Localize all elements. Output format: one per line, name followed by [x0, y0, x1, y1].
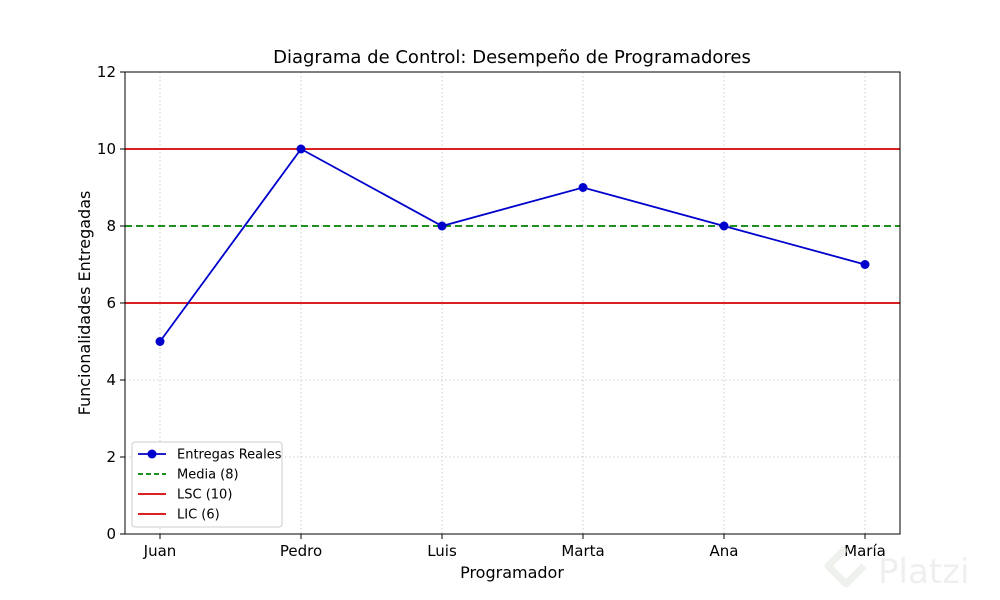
x-tick-label: Pedro: [280, 542, 322, 560]
data-point: [437, 221, 447, 231]
y-tick-label: 4: [106, 371, 116, 389]
data-point: [296, 144, 306, 154]
y-tick-label: 8: [106, 217, 116, 235]
platzi-logo-icon: [824, 545, 867, 588]
x-tick-label: Ana: [710, 542, 739, 560]
x-tick-label: María: [844, 542, 886, 560]
legend-label: Media (8): [177, 468, 239, 483]
legend-label: LIC (6): [177, 508, 220, 523]
y-tick-label: 2: [106, 448, 116, 466]
x-tick-label: Luis: [427, 542, 457, 560]
series-line: [159, 147, 866, 343]
x-tick-label: Marta: [561, 542, 604, 560]
data-point: [860, 260, 870, 269]
y-tick-label: 10: [97, 140, 116, 158]
legend-label: Entregas Reales: [177, 448, 282, 463]
watermark: Platzi: [824, 545, 969, 592]
legend-label: LSC (10): [177, 488, 232, 503]
chart-title: Diagrama de Control: Desempeño de Progra…: [273, 47, 751, 68]
series-layer: [155, 144, 870, 346]
data-point: [719, 221, 729, 231]
y-tick-label: 6: [106, 294, 116, 312]
axis-ticks: 0 2 4 6 8 10 12 Juan Pedro Luis Marta Ana María: [97, 63, 886, 560]
legend-box: [131, 441, 283, 528]
y-tick-label: 12: [97, 63, 116, 81]
watermark-text: Platzi: [878, 552, 969, 592]
data-point: [578, 183, 588, 192]
legend-marker: [147, 449, 157, 459]
y-axis-label: Funcionalidades Entregadas: [75, 191, 94, 416]
y-tick-label: 0: [106, 525, 116, 543]
legend: Entregas Reales Media (8) LSC (10) LIC (6): [131, 441, 283, 528]
reference-lines: [125, 148, 900, 304]
data-point: [155, 337, 165, 346]
x-tick-label: Juan: [143, 542, 177, 560]
x-axis-label: Programador: [460, 563, 564, 582]
